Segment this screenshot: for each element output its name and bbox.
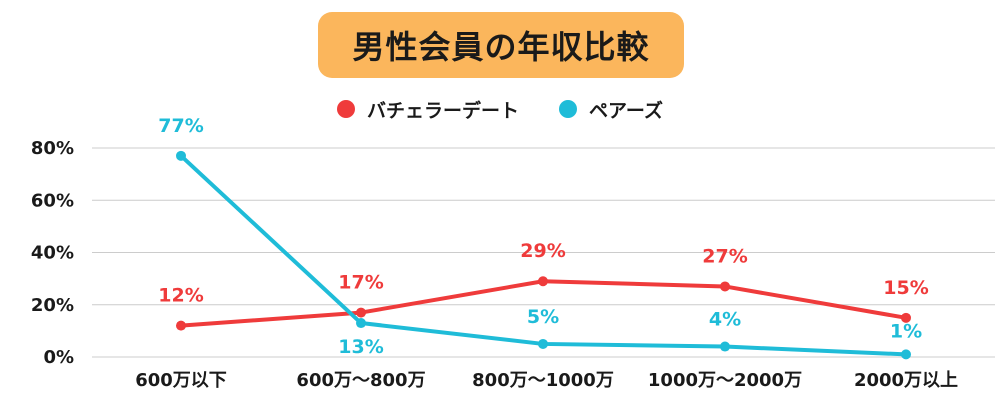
data-label: 4% bbox=[709, 309, 741, 331]
x-tick-label: 2000万以上 bbox=[854, 370, 958, 391]
data-point bbox=[538, 338, 548, 349]
y-tick-label: 60% bbox=[31, 190, 74, 211]
data-label: 77% bbox=[158, 115, 203, 137]
data-label: 27% bbox=[702, 245, 747, 267]
legend-label-pairs: ペアーズ bbox=[589, 99, 663, 122]
y-tick-label: 20% bbox=[31, 295, 74, 316]
legend-marker-bachelor bbox=[337, 100, 356, 118]
data-point bbox=[176, 320, 186, 331]
legend: バチェラーデート ペアーズ bbox=[0, 94, 1000, 124]
data-label: 12% bbox=[158, 285, 203, 307]
data-label: 5% bbox=[527, 306, 559, 328]
y-tick-label: 40% bbox=[31, 243, 74, 264]
chart-title: 男性会員の年収比較 bbox=[352, 28, 650, 66]
x-tick-label: 600万〜800万 bbox=[296, 370, 425, 391]
data-label: 13% bbox=[338, 336, 383, 358]
legend-item-pairs: ペアーズ bbox=[559, 96, 663, 123]
data-label: 1% bbox=[890, 320, 922, 342]
data-label: 15% bbox=[883, 277, 928, 299]
data-point bbox=[720, 281, 730, 292]
y-tick-label: 80% bbox=[31, 138, 74, 159]
x-tick-label: 600万以下 bbox=[135, 370, 227, 391]
data-point bbox=[538, 276, 548, 287]
data-point bbox=[356, 318, 366, 329]
data-point bbox=[720, 341, 730, 352]
data-point bbox=[901, 312, 911, 323]
data-label: 29% bbox=[520, 240, 565, 262]
data-point bbox=[901, 349, 911, 360]
y-tick-label: 0% bbox=[43, 347, 74, 368]
data-point bbox=[176, 150, 186, 161]
data-label: 17% bbox=[338, 272, 383, 294]
x-tick-label: 1000万〜2000万 bbox=[648, 370, 802, 391]
legend-label-bachelor: バチェラーデート bbox=[367, 99, 520, 122]
data-point bbox=[356, 307, 366, 318]
legend-item-bachelor: バチェラーデート bbox=[337, 96, 519, 123]
x-tick-label: 800万〜1000万 bbox=[472, 370, 614, 391]
legend-marker-pairs bbox=[559, 100, 578, 118]
chart-title-box: 男性会員の年収比較 bbox=[318, 12, 684, 78]
